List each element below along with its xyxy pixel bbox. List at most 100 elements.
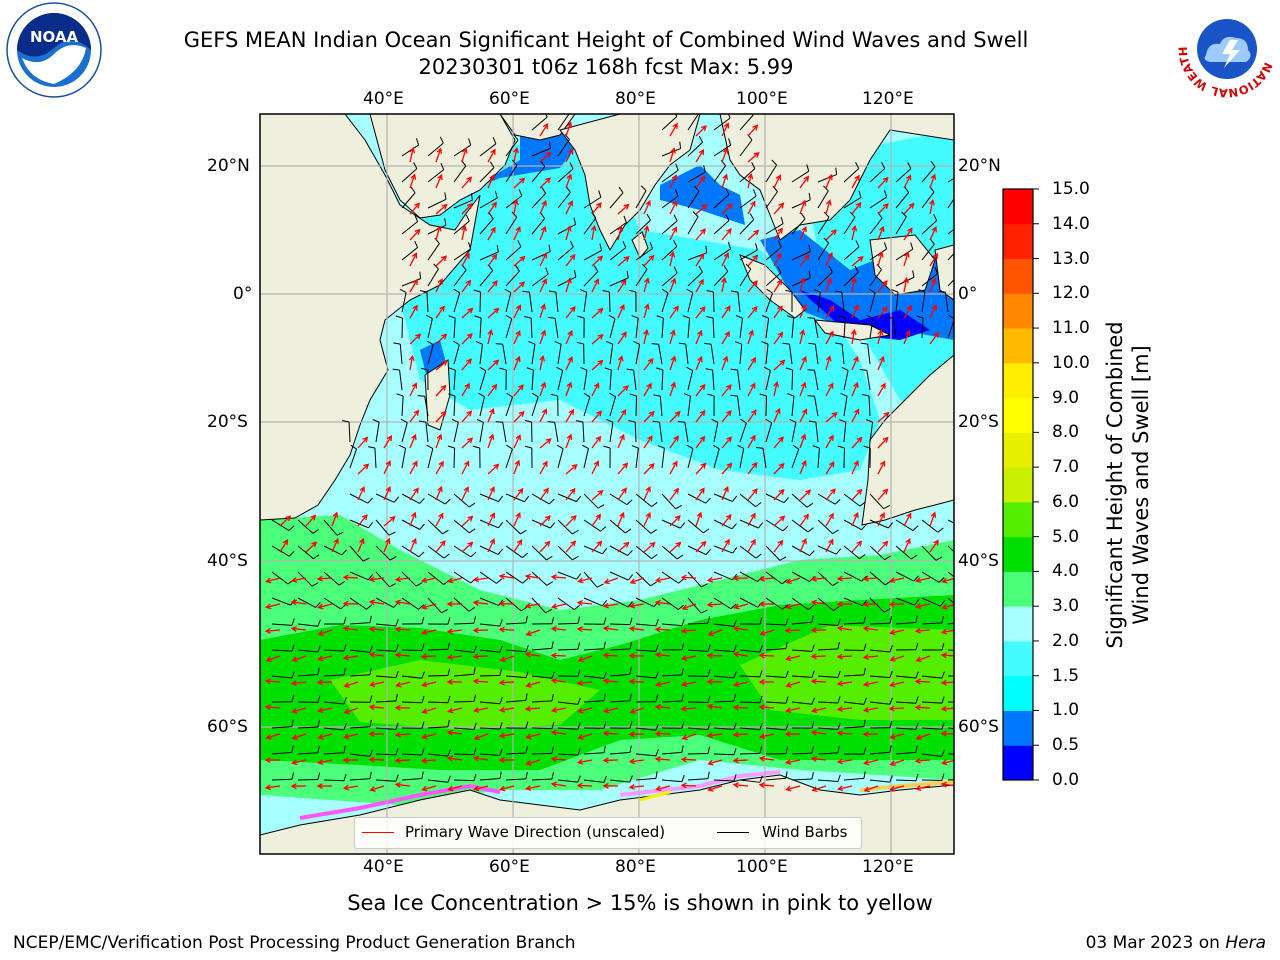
wave-direction-arrowhead <box>602 625 610 632</box>
wind-barb-flag <box>473 694 477 702</box>
wind-barb-flag <box>545 267 549 275</box>
wave-direction-arrowhead <box>571 464 578 470</box>
wind-barb <box>765 292 773 313</box>
wind-barb <box>814 344 819 365</box>
wave-direction-arrowhead <box>472 653 479 660</box>
wave-direction-arrow <box>266 785 281 789</box>
wind-barb-flag <box>883 190 888 198</box>
wave-direction-arrow <box>773 279 782 293</box>
wave-direction-arrowhead <box>543 487 549 494</box>
wave-direction-arrow <box>513 177 525 189</box>
wind-barb-flag <box>569 240 574 248</box>
wave-direction-arrow <box>603 654 619 657</box>
wave-direction-arrowhead <box>747 173 754 180</box>
wave-direction-arrowhead <box>265 734 272 740</box>
wind-barb <box>921 622 942 625</box>
wave-direction-arrow <box>279 515 291 527</box>
wind-barb <box>635 545 652 560</box>
wave-direction-arrowhead <box>602 782 609 789</box>
wave-direction-arrowhead <box>706 678 713 685</box>
wind-barb <box>375 753 397 756</box>
wind-barb-flag <box>576 341 584 345</box>
wave-direction-arrowhead <box>567 356 573 363</box>
wind-barb <box>895 168 912 183</box>
wind-barb-flag <box>735 315 743 319</box>
wave-direction-arrow <box>799 434 806 449</box>
wave-direction-arrowhead <box>862 625 870 632</box>
wind-barb <box>817 174 837 183</box>
wind-barb-flag <box>937 527 944 533</box>
wind-barb <box>765 272 782 287</box>
wave-direction-arrow <box>617 279 627 293</box>
wave-direction-arrow <box>604 707 619 713</box>
wind-barb-flag <box>603 671 607 679</box>
wind-barb-flag <box>968 772 969 779</box>
wind-barb-flag <box>392 368 400 371</box>
wind-barb <box>687 448 694 469</box>
wave-direction-arrowhead <box>410 511 417 519</box>
wave-direction-arrow <box>825 461 835 475</box>
wind-barb-flag <box>863 719 866 727</box>
wave-direction-arrow <box>409 488 419 501</box>
wave-direction-arrow <box>721 228 732 241</box>
wind-barb-flag <box>933 214 938 221</box>
wave-direction-arrow <box>877 383 886 397</box>
wave-direction-arrow <box>681 629 697 632</box>
wave-direction-arrow <box>956 334 966 344</box>
wave-direction-arrowhead <box>810 729 818 736</box>
wind-barb-flag <box>953 186 954 187</box>
wave-direction-arrowhead <box>541 408 548 415</box>
wave-direction-arrow <box>318 655 333 660</box>
wind-barb-flag <box>757 522 764 529</box>
wave-direction-arrowhead <box>628 602 636 609</box>
wave-direction-arrow <box>903 278 908 293</box>
wave-direction-arrowhead <box>519 255 526 262</box>
wave-direction-arrowhead <box>803 513 809 520</box>
wave-direction-arrow <box>877 541 888 553</box>
wind-barb <box>505 246 522 261</box>
wave-direction-arrowhead <box>282 538 289 546</box>
wind-barb-flag <box>807 317 815 319</box>
wind-barb-flag <box>913 575 919 582</box>
wind-barb <box>843 597 863 607</box>
wind-barb-flag <box>362 557 370 562</box>
wind-barb-flag <box>808 342 816 345</box>
wave-direction-arrowhead <box>698 278 704 285</box>
wave-direction-arrowhead <box>654 599 661 606</box>
wave-direction-arrow <box>551 654 567 657</box>
wind-barb <box>765 223 784 235</box>
wind-barb-flag <box>968 747 970 754</box>
wave-direction-arrowhead <box>566 433 573 440</box>
wind-barb <box>739 422 747 443</box>
wind-barb <box>712 370 715 391</box>
wave-direction-arrowhead <box>706 601 713 608</box>
wave-direction-arrowhead <box>673 487 680 494</box>
wave-direction-arrow <box>890 733 905 739</box>
wind-barb-flag <box>505 314 512 320</box>
wind-barb <box>817 448 820 469</box>
wind-barb-flag <box>785 641 788 649</box>
wind-barb-flag <box>551 772 554 780</box>
wave-direction-arrow <box>396 601 411 605</box>
wave-direction-arrowhead <box>753 152 760 158</box>
wave-direction-arrowhead <box>446 755 454 762</box>
wave-direction-arrow <box>565 149 574 163</box>
wave-direction-arrowhead <box>877 251 884 258</box>
wind-barb-flag <box>629 775 633 783</box>
wind-barb-flag <box>705 368 713 371</box>
wind-barb-flag <box>641 263 648 270</box>
wind-barb-flag <box>808 270 811 278</box>
wave-direction-arrowhead <box>441 360 448 366</box>
wind-barb-flag <box>761 315 769 319</box>
wave-direction-arrow <box>811 655 827 658</box>
wave-direction-arrow <box>604 603 619 607</box>
wind-barb <box>713 448 720 469</box>
wind-barb <box>843 168 860 183</box>
wind-barb <box>765 318 770 339</box>
wind-barb-flag <box>629 642 632 650</box>
wave-direction-arrowhead <box>368 599 376 606</box>
wind-barb <box>531 752 553 755</box>
wave-direction-arrow <box>591 334 604 345</box>
wind-barb-flag <box>469 528 476 534</box>
wave-direction-arrowhead <box>800 381 807 389</box>
